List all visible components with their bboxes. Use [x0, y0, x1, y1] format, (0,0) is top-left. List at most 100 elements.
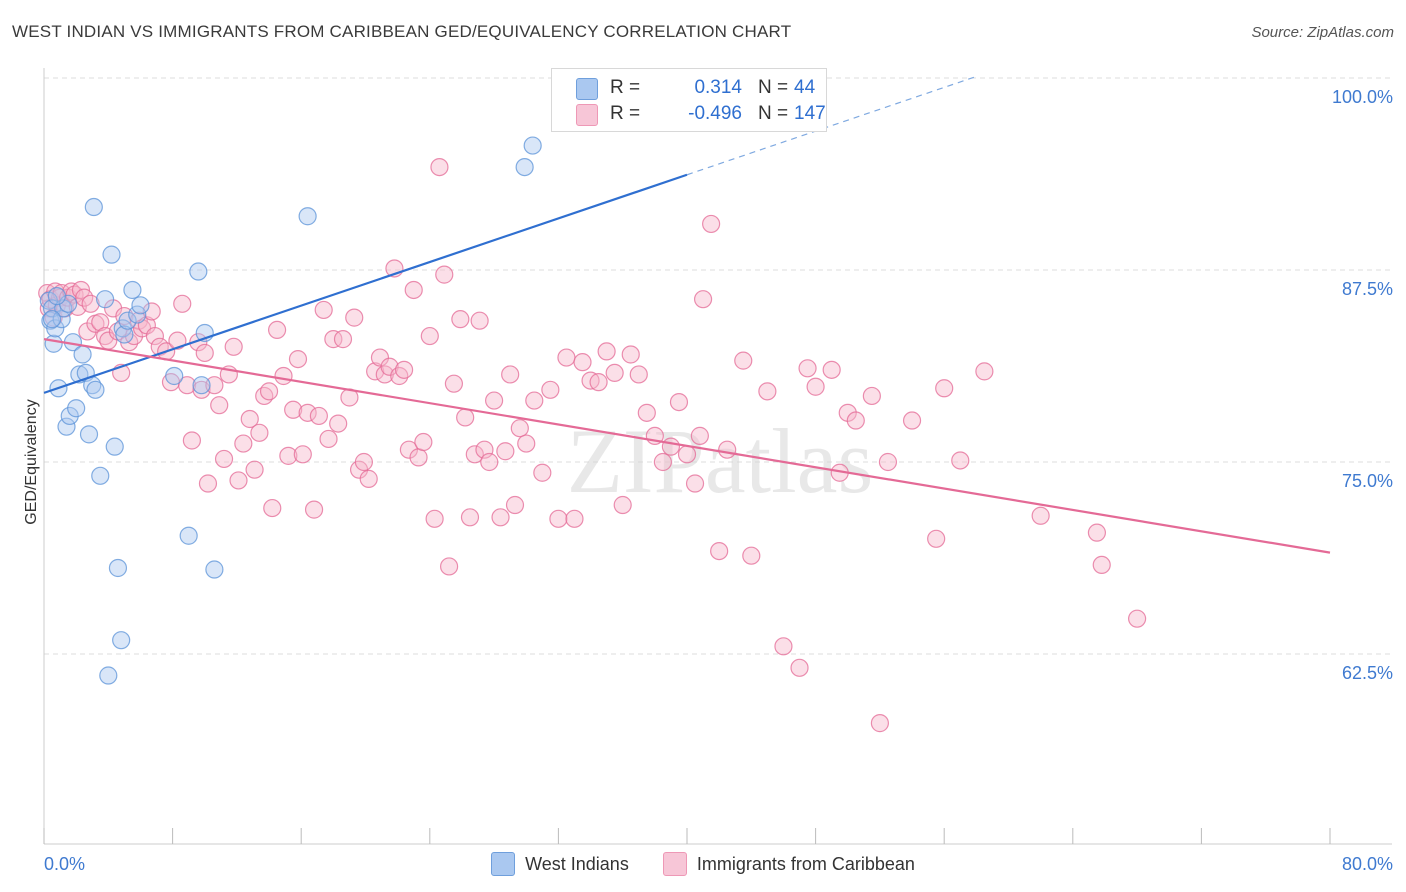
caribbean-point [293, 445, 312, 464]
caribbean-point [182, 431, 201, 450]
caribbean-trend-line [43, 338, 1331, 554]
west-indians-point [47, 287, 66, 306]
y-tick-label: 62.5% [1342, 663, 1393, 683]
west-indians-point [515, 157, 534, 177]
caribbean-point [404, 280, 423, 300]
caribbean-point [234, 434, 253, 453]
caribbean-point [229, 471, 248, 490]
caribbean-point [224, 337, 243, 356]
caribbean-point [557, 348, 576, 367]
axes [43, 68, 1392, 845]
caribbean-point [677, 445, 697, 464]
caribbean-point [653, 452, 672, 472]
caribbean-point [702, 214, 721, 234]
caribbean-point [565, 509, 584, 528]
caribbean-point [870, 714, 890, 733]
caribbean-point [250, 423, 269, 442]
west-indians-point [192, 376, 211, 395]
caribbean-point [460, 508, 480, 527]
x-tick-label: 80.0% [1342, 854, 1393, 874]
caribbean-point [329, 414, 348, 433]
caribbean-point [541, 380, 560, 399]
caribbean-point [195, 343, 214, 363]
y-tick-label: 100.0% [1332, 87, 1393, 107]
caribbean-point [177, 376, 197, 395]
caribbean-point [319, 429, 338, 449]
caribbean-point [774, 637, 793, 656]
caribbean-point [525, 391, 544, 410]
caribbean-point [533, 463, 552, 482]
legend-label: West Indians [525, 853, 629, 874]
legend-item-caribbean: Immigrants from Caribbean [662, 852, 915, 876]
caribbean-point [284, 400, 303, 419]
caribbean-point [613, 495, 632, 515]
caribbean-point [333, 330, 353, 349]
caribbean-point [517, 434, 536, 453]
caribbean-point [259, 382, 279, 401]
caribbean-point [480, 452, 499, 472]
caribbean-point [878, 452, 898, 472]
source-credit: Source: ZipAtlas.com [1251, 24, 1394, 41]
caribbean-point [324, 330, 343, 349]
caribbean-point [669, 392, 689, 412]
caribbean-point [629, 365, 648, 384]
caribbean-point [409, 448, 428, 467]
caribbean-point [298, 403, 317, 422]
caribbean-point [309, 406, 328, 426]
legend-swatch [576, 78, 598, 100]
caribbean-point [790, 658, 809, 677]
caribbean-point [304, 500, 324, 519]
legend-swatch [491, 852, 516, 876]
y-tick-label: 75.0% [1342, 471, 1393, 491]
caribbean-point [359, 469, 378, 488]
caribbean-point [690, 426, 709, 445]
caribbean-point [505, 495, 525, 515]
caribbean-point [1127, 609, 1147, 628]
west-indians-point [298, 207, 317, 226]
n-label: N = [758, 103, 789, 124]
caribbean-point [214, 449, 234, 469]
caribbean-point [693, 290, 713, 309]
caribbean-point [288, 349, 308, 369]
caribbean-point [81, 294, 100, 313]
data-points [38, 136, 1147, 733]
correlation-legend: R = 0.314 N = 44 R = -0.496 N = 147 [551, 68, 827, 132]
x-tick-label: 0.0% [44, 854, 85, 874]
west-indians-point [44, 334, 63, 353]
west-indians-point [112, 631, 131, 650]
west-indians-point [79, 425, 99, 444]
caribbean-point [168, 331, 187, 350]
caribbean-point [501, 365, 520, 384]
caribbean-point [267, 320, 287, 340]
caribbean-point [742, 546, 761, 565]
caribbean-point [142, 302, 161, 321]
caribbean-point [927, 529, 946, 548]
caribbean-point [205, 376, 224, 395]
caribbean-point [470, 311, 489, 330]
caribbean-point [822, 360, 841, 379]
caribbean-point [485, 391, 504, 410]
gridlines [44, 77, 1392, 655]
west-indians-point [108, 558, 128, 578]
caribbean-point [465, 445, 484, 464]
caribbean-point [621, 345, 640, 364]
caribbean-point [145, 326, 165, 346]
caribbean-point [902, 411, 922, 430]
west-indians-point [95, 290, 115, 309]
caribbean-point [718, 440, 737, 459]
west-indians-point [91, 466, 110, 485]
caribbean-point [399, 440, 419, 459]
watermark: ZIPatlas [567, 410, 874, 512]
west-indians-point [102, 245, 121, 264]
caribbean-point [444, 374, 464, 393]
y-axis-label: GED/Equivalency [23, 399, 40, 524]
west-indians-point [84, 197, 103, 217]
caribbean-point [354, 452, 373, 472]
caribbean-point [240, 409, 259, 429]
caribbean-point [589, 373, 608, 392]
west-indians-point [42, 310, 62, 329]
caribbean-point [975, 362, 994, 381]
west-indians-point [67, 399, 86, 418]
caribbean-point [491, 508, 510, 527]
